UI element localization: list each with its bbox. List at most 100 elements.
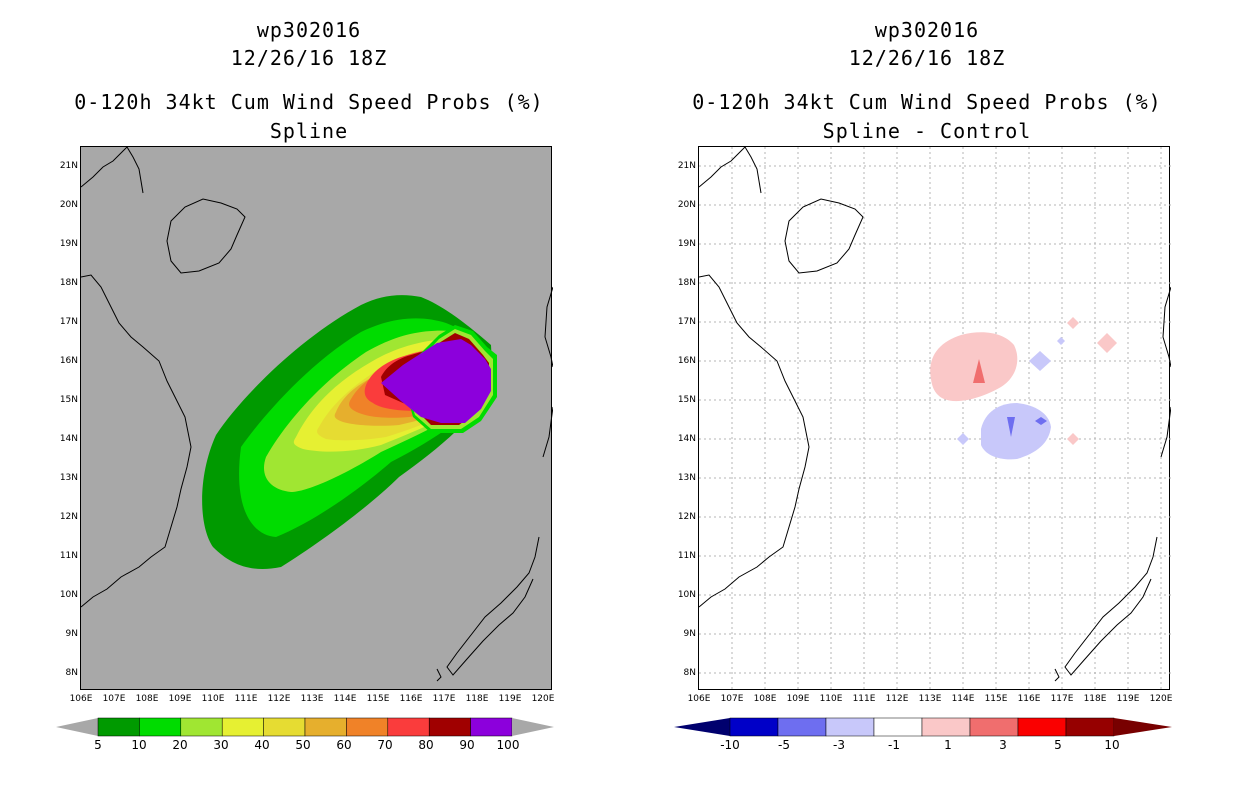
lat-label: 10N — [677, 590, 696, 600]
colorbar-label: 60 — [336, 738, 352, 752]
colorbar-swatch — [180, 717, 223, 737]
lat-label: 11N — [59, 551, 78, 561]
colorbar-swatch — [428, 717, 471, 737]
difference-panel: wp302016 12/26/16 18Z 0-120h 34kt Cum Wi… — [618, 0, 1236, 800]
lat-label: 17N — [677, 317, 696, 327]
lat-label: 16N — [59, 356, 78, 366]
lat-label: 14N — [677, 434, 696, 444]
lon-label: 116E — [399, 694, 423, 704]
positive-anomaly-3 — [973, 359, 985, 383]
colorbar-swatch — [1065, 717, 1115, 737]
lat-label: 20N — [59, 200, 78, 210]
positive-anomaly-small-1 — [1067, 317, 1079, 329]
colorbar-label: -3 — [833, 738, 845, 752]
colorbar-swatch — [346, 717, 389, 737]
lon-label: 120E — [531, 694, 555, 704]
colorbar-swatch — [263, 717, 306, 737]
positive-anomaly-small-2 — [1097, 333, 1117, 353]
lon-label: 113E — [918, 694, 942, 704]
negative-anomaly-small-3 — [957, 433, 969, 445]
coastline — [81, 147, 553, 682]
lon-label: 113E — [300, 694, 324, 704]
colorbar-swatch — [139, 717, 182, 737]
storm-id-title: wp302016 — [256, 18, 362, 42]
colorbar-swatch — [969, 717, 1019, 737]
lat-label: 12N — [677, 512, 696, 522]
lon-label: 109E — [786, 694, 810, 704]
colorbar-over-arrow — [512, 718, 554, 736]
colorbar-label: 90 — [459, 738, 475, 752]
colorbar-label: 5 — [94, 738, 102, 752]
colorbar-label: 10 — [1104, 738, 1120, 752]
colorbar-label: 40 — [254, 738, 270, 752]
colorbar-over-arrow — [1114, 718, 1172, 736]
lon-label: 110E — [201, 694, 225, 704]
colorbar-swatch — [729, 717, 779, 737]
colorbar-label: -5 — [778, 738, 790, 752]
spline-panel: wp302016 12/26/16 18Z 0-120h 34kt Cum Wi… — [56, 18, 555, 752]
lon-label: 118E — [1083, 694, 1107, 704]
colorbar-label: 100 — [496, 738, 520, 752]
negative-anomaly-1 — [981, 403, 1051, 460]
coastline — [699, 147, 1171, 682]
negative-anomaly-small-2 — [1057, 337, 1065, 345]
colorbar-label: 3 — [999, 738, 1007, 752]
colorbar-label: 70 — [377, 738, 393, 752]
colorbar-label: 10 — [131, 738, 147, 752]
positive-anomaly-small-3 — [1067, 433, 1079, 445]
storm-id-title: wp302016 — [874, 18, 980, 42]
lon-label: 118E — [465, 694, 489, 704]
product-title: 0-120h 34kt Cum Wind Speed Probs (%) — [692, 90, 1162, 114]
spline-probability-map: 21N 20N 19N 18N 17N 16N 15N 14N 13N 12N … — [60, 146, 553, 690]
probability-contours — [202, 295, 497, 569]
lon-label: 114E — [951, 694, 975, 704]
lon-label: 108E — [135, 694, 159, 704]
probability-colorbar — [56, 717, 554, 737]
lat-label: 10N — [59, 590, 78, 600]
datetime-title: 12/26/16 18Z — [848, 46, 1006, 70]
lat-label: 18N — [677, 278, 696, 288]
lon-label: 112E — [267, 694, 291, 704]
gridlines — [699, 147, 1171, 691]
lat-label: 15N — [677, 395, 696, 405]
lon-label: 108E — [753, 694, 777, 704]
colorbar-label: -1 — [888, 738, 900, 752]
lat-label: 18N — [59, 278, 78, 288]
lat-label: 17N — [59, 317, 78, 327]
lon-label: 111E — [852, 694, 876, 704]
lat-label: 19N — [59, 239, 78, 249]
colorbar-label: 80 — [418, 738, 434, 752]
lon-label: 106E — [69, 694, 93, 704]
lat-label: 8N — [683, 668, 696, 678]
colorbar-under-arrow — [56, 718, 98, 736]
colorbar-swatch — [777, 717, 827, 737]
colorbar-swatch — [470, 717, 513, 737]
lon-label: 116E — [1017, 694, 1041, 704]
panel-subtitle: Spline - Control — [822, 119, 1032, 143]
negative-anomaly-small-1 — [1029, 351, 1051, 371]
colorbar-swatch — [387, 717, 430, 737]
lat-label: 21N — [677, 161, 696, 171]
colorbar-label: -10 — [720, 738, 740, 752]
lat-label: 20N — [677, 200, 696, 210]
lon-label: 119E — [1116, 694, 1140, 704]
positive-anomaly-1 — [930, 332, 1018, 402]
colorbar-label: 30 — [213, 738, 229, 752]
colorbar-label: 1 — [944, 738, 952, 752]
lon-label: 117E — [432, 694, 456, 704]
lon-label: 115E — [984, 694, 1008, 704]
colorbar-label: 5 — [1054, 738, 1062, 752]
lat-label: 12N — [59, 512, 78, 522]
lon-label: 114E — [333, 694, 357, 704]
lon-label: 119E — [498, 694, 522, 704]
lon-label: 107E — [102, 694, 126, 704]
panel-subtitle: Spline — [269, 119, 349, 143]
difference-contours — [930, 317, 1117, 460]
lat-label: 21N — [59, 161, 78, 171]
colorbar-under-arrow — [674, 718, 730, 736]
lat-label: 15N — [59, 395, 78, 405]
colorbar-swatch — [921, 717, 971, 737]
lat-label: 11N — [677, 551, 696, 561]
lon-label: 107E — [720, 694, 744, 704]
colorbar-swatch — [873, 717, 923, 737]
